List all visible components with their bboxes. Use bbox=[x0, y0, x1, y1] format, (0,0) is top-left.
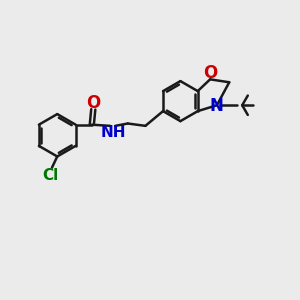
Text: NH: NH bbox=[100, 125, 126, 140]
Text: N: N bbox=[210, 97, 224, 115]
Text: Cl: Cl bbox=[42, 167, 58, 182]
Text: O: O bbox=[203, 64, 217, 82]
Text: O: O bbox=[86, 94, 100, 112]
